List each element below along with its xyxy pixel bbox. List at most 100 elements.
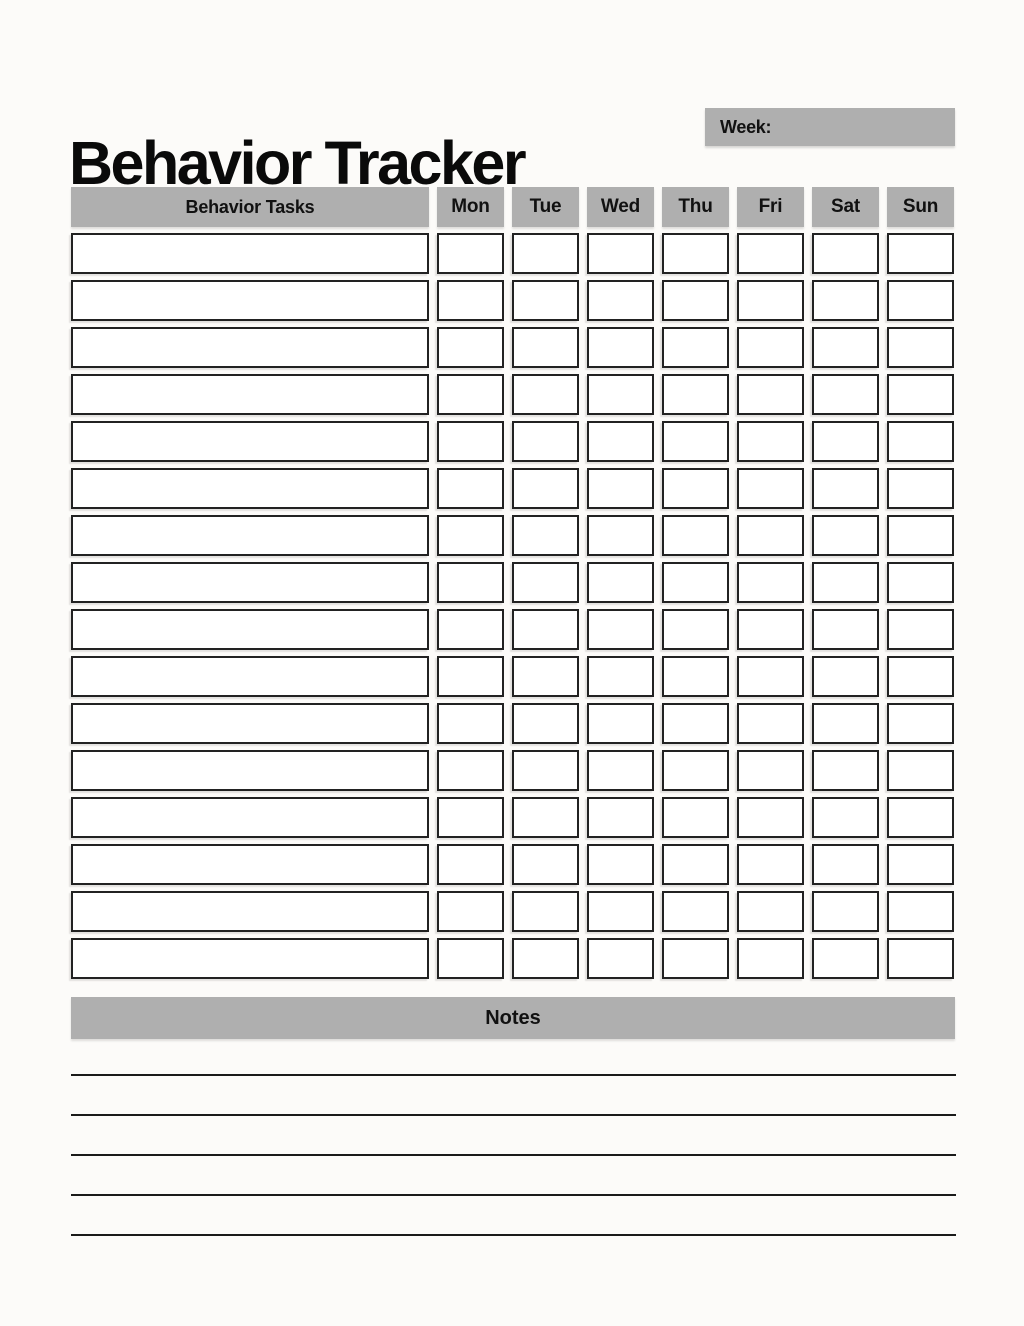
day-cell-wed-row10[interactable] (587, 656, 654, 697)
day-cell-thu-row12[interactable] (662, 750, 729, 791)
day-cell-sun-row10[interactable] (887, 656, 954, 697)
day-cell-sun-row6[interactable] (887, 468, 954, 509)
day-cell-fri-row12[interactable] (737, 750, 804, 791)
day-cell-sat-row7[interactable] (812, 515, 879, 556)
day-cell-mon-row14[interactable] (437, 844, 504, 885)
task-input-row2[interactable] (71, 280, 429, 321)
day-cell-sat-row1[interactable] (812, 233, 879, 274)
day-cell-mon-row7[interactable] (437, 515, 504, 556)
day-cell-sat-row5[interactable] (812, 421, 879, 462)
task-input-row10[interactable] (71, 656, 429, 697)
day-cell-wed-row2[interactable] (587, 280, 654, 321)
day-cell-fri-row11[interactable] (737, 703, 804, 744)
note-line-3[interactable] (71, 1116, 956, 1156)
day-cell-fri-row14[interactable] (737, 844, 804, 885)
day-cell-fri-row15[interactable] (737, 891, 804, 932)
day-cell-tue-row1[interactable] (512, 233, 579, 274)
task-input-row1[interactable] (71, 233, 429, 274)
day-cell-tue-row13[interactable] (512, 797, 579, 838)
day-cell-mon-row10[interactable] (437, 656, 504, 697)
day-cell-wed-row7[interactable] (587, 515, 654, 556)
day-cell-mon-row3[interactable] (437, 327, 504, 368)
day-cell-sat-row4[interactable] (812, 374, 879, 415)
day-cell-mon-row2[interactable] (437, 280, 504, 321)
task-input-row13[interactable] (71, 797, 429, 838)
day-cell-mon-row8[interactable] (437, 562, 504, 603)
week-value-input[interactable] (771, 108, 955, 146)
task-input-row3[interactable] (71, 327, 429, 368)
day-cell-tue-row5[interactable] (512, 421, 579, 462)
task-input-row14[interactable] (71, 844, 429, 885)
day-cell-sat-row10[interactable] (812, 656, 879, 697)
day-cell-tue-row4[interactable] (512, 374, 579, 415)
day-cell-fri-row1[interactable] (737, 233, 804, 274)
day-cell-thu-row9[interactable] (662, 609, 729, 650)
day-cell-mon-row4[interactable] (437, 374, 504, 415)
day-cell-sat-row3[interactable] (812, 327, 879, 368)
day-cell-wed-row6[interactable] (587, 468, 654, 509)
day-cell-fri-row6[interactable] (737, 468, 804, 509)
day-cell-thu-row2[interactable] (662, 280, 729, 321)
day-cell-fri-row3[interactable] (737, 327, 804, 368)
day-cell-sun-row5[interactable] (887, 421, 954, 462)
day-cell-sat-row2[interactable] (812, 280, 879, 321)
day-cell-thu-row10[interactable] (662, 656, 729, 697)
day-cell-thu-row5[interactable] (662, 421, 729, 462)
day-cell-sun-row15[interactable] (887, 891, 954, 932)
week-field[interactable]: Week: (705, 108, 955, 146)
day-cell-tue-row15[interactable] (512, 891, 579, 932)
day-cell-sat-row12[interactable] (812, 750, 879, 791)
day-cell-tue-row9[interactable] (512, 609, 579, 650)
task-input-row11[interactable] (71, 703, 429, 744)
day-cell-wed-row9[interactable] (587, 609, 654, 650)
day-cell-fri-row16[interactable] (737, 938, 804, 979)
day-cell-sun-row11[interactable] (887, 703, 954, 744)
day-cell-mon-row9[interactable] (437, 609, 504, 650)
day-cell-tue-row8[interactable] (512, 562, 579, 603)
day-cell-wed-row14[interactable] (587, 844, 654, 885)
day-cell-wed-row8[interactable] (587, 562, 654, 603)
day-cell-thu-row3[interactable] (662, 327, 729, 368)
day-cell-tue-row11[interactable] (512, 703, 579, 744)
note-line-2[interactable] (71, 1076, 956, 1116)
day-cell-mon-row6[interactable] (437, 468, 504, 509)
day-cell-tue-row14[interactable] (512, 844, 579, 885)
day-cell-sun-row2[interactable] (887, 280, 954, 321)
day-cell-thu-row1[interactable] (662, 233, 729, 274)
day-cell-mon-row13[interactable] (437, 797, 504, 838)
task-input-row9[interactable] (71, 609, 429, 650)
day-cell-fri-row2[interactable] (737, 280, 804, 321)
task-input-row8[interactable] (71, 562, 429, 603)
task-input-row16[interactable] (71, 938, 429, 979)
day-cell-sat-row11[interactable] (812, 703, 879, 744)
day-cell-wed-row5[interactable] (587, 421, 654, 462)
day-cell-tue-row7[interactable] (512, 515, 579, 556)
task-input-row15[interactable] (71, 891, 429, 932)
day-cell-sat-row13[interactable] (812, 797, 879, 838)
day-cell-sun-row16[interactable] (887, 938, 954, 979)
day-cell-thu-row11[interactable] (662, 703, 729, 744)
day-cell-fri-row5[interactable] (737, 421, 804, 462)
day-cell-fri-row4[interactable] (737, 374, 804, 415)
day-cell-fri-row7[interactable] (737, 515, 804, 556)
day-cell-mon-row12[interactable] (437, 750, 504, 791)
day-cell-wed-row11[interactable] (587, 703, 654, 744)
day-cell-tue-row16[interactable] (512, 938, 579, 979)
day-cell-thu-row16[interactable] (662, 938, 729, 979)
day-cell-mon-row11[interactable] (437, 703, 504, 744)
day-cell-thu-row4[interactable] (662, 374, 729, 415)
task-input-row4[interactable] (71, 374, 429, 415)
day-cell-sat-row8[interactable] (812, 562, 879, 603)
day-cell-sun-row7[interactable] (887, 515, 954, 556)
day-cell-thu-row14[interactable] (662, 844, 729, 885)
day-cell-sun-row12[interactable] (887, 750, 954, 791)
day-cell-sun-row8[interactable] (887, 562, 954, 603)
note-line-5[interactable] (71, 1196, 956, 1236)
day-cell-sat-row9[interactable] (812, 609, 879, 650)
day-cell-sun-row13[interactable] (887, 797, 954, 838)
day-cell-wed-row4[interactable] (587, 374, 654, 415)
day-cell-tue-row6[interactable] (512, 468, 579, 509)
day-cell-tue-row2[interactable] (512, 280, 579, 321)
day-cell-wed-row15[interactable] (587, 891, 654, 932)
day-cell-thu-row6[interactable] (662, 468, 729, 509)
